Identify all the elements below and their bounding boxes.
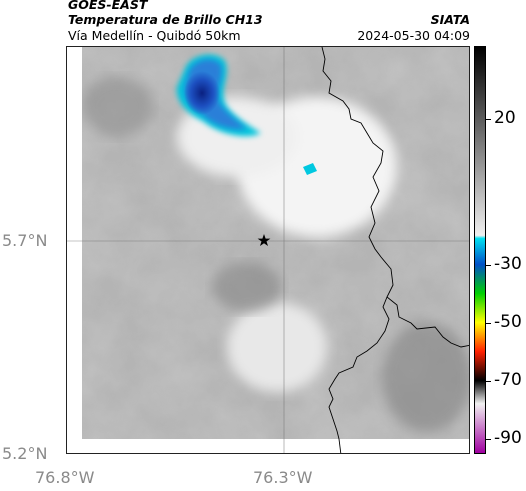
colorbar-tick-label: -90 — [494, 428, 522, 449]
org-label: SIATA — [430, 12, 470, 27]
colorbar-tick-label: -70 — [494, 370, 522, 391]
department-borders — [321, 47, 469, 453]
cold-cloud-top — [176, 54, 317, 175]
y-tick-5.7N: 5.7°N — [2, 231, 48, 250]
region-label: Vía Medellín - Quibdó 50km — [68, 28, 241, 43]
colorbar-tick-label: -30 — [494, 253, 522, 274]
y-tick-5.2N: 5.2°N — [2, 444, 48, 463]
product-title: Temperatura de Brillo CH13 — [68, 12, 263, 27]
satellite-map[interactable] — [66, 46, 470, 454]
map-canvas — [67, 47, 469, 453]
colorbar-tick-mark — [486, 439, 491, 441]
datetime-label: 2024-05-30 04:09 — [357, 28, 470, 43]
x-tick-76.8W: 76.8°W — [35, 468, 95, 487]
colorbar-tick-mark — [486, 118, 491, 120]
x-tick-76.3W: 76.3°W — [253, 468, 313, 487]
cloud-field — [67, 47, 469, 453]
colorbar-tick-mark — [486, 322, 491, 324]
colorbar-tick-label: 20 — [494, 107, 516, 128]
location-marker-star-icon — [257, 234, 271, 246]
satellite-title: GOES-EAST — [68, 0, 148, 12]
colorbar-tick-mark — [486, 264, 491, 266]
colorbar-tick-label: -50 — [494, 311, 522, 332]
colorbar-tick-mark — [486, 381, 491, 383]
colorbar — [474, 46, 486, 454]
graticule — [67, 47, 469, 453]
